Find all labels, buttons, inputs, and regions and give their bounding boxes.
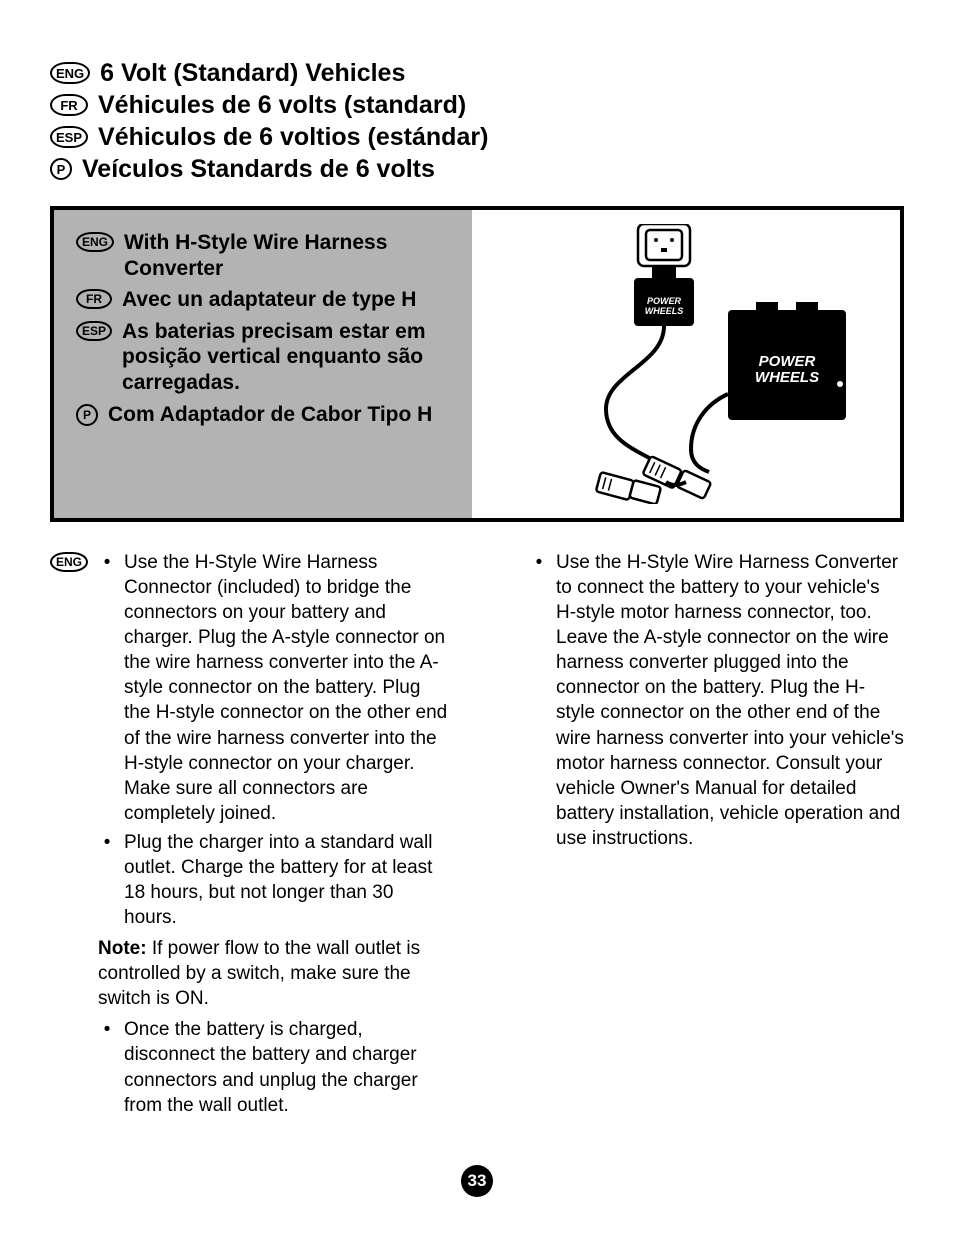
instruction-col-left: ENG • Use the H-Style Wire Harness Conne… [50, 550, 450, 1122]
page-number-badge: 33 [461, 1165, 493, 1197]
lang-badge-p: P [50, 158, 72, 180]
bullet-text: Use the H-Style Wire Harness Converter t… [556, 550, 904, 851]
subtitle-eng: With H-Style Wire Harness Converter [124, 230, 450, 281]
title-p: Veículos Standards de 6 volts [82, 154, 435, 184]
title-block: ENG 6 Volt (Standard) Vehicles FR Véhicu… [50, 58, 904, 184]
title-esp: Véhiculos de 6 voltios (estándar) [98, 122, 488, 152]
lang-badge-p-icon: P [76, 404, 98, 426]
svg-text:POWER: POWER [647, 296, 682, 306]
lang-badge-esp-icon: ESP [76, 321, 112, 341]
svg-text:WHEELS: WHEELS [645, 306, 684, 316]
subtitle-row-p: P Com Adaptador de Cabor Tipo H [76, 402, 450, 428]
lang-badge-eng-icon: ENG [76, 232, 114, 252]
diagram-panel: POWER WHEELS POWER WHEELS [472, 210, 900, 518]
title-eng: 6 Volt (Standard) Vehicles [100, 58, 405, 88]
list-item: • Plug the charger into a standard wall … [98, 830, 450, 930]
bullet-icon: • [98, 1017, 116, 1042]
svg-text:POWER: POWER [759, 353, 816, 370]
title-row-p: P Veículos Standards de 6 volts [50, 154, 904, 184]
bullet-list-eng-col2: • Use the H-Style Wire Harness Converter… [504, 550, 904, 851]
bullet-icon: • [98, 830, 116, 855]
bullet-list-eng-2: • Once the battery is charged, disconnec… [98, 1017, 450, 1117]
lang-badge-fr-icon: FR [76, 289, 112, 309]
bullet-text: Use the H-Style Wire Harness Connector (… [124, 550, 450, 826]
title-fr: Véhicules de 6 volts (standard) [98, 90, 466, 120]
subtitle-row-esp: ESP As baterias precisam estar em posiçã… [76, 319, 450, 396]
charger-diagram-icon: POWER WHEELS POWER WHEELS [496, 224, 876, 504]
subtitle-row-eng: ENG With H-Style Wire Harness Converter [76, 230, 450, 281]
bullet-icon: • [98, 550, 116, 575]
lang-badge-fr: FR [50, 94, 88, 116]
bullet-text: Plug the charger into a standard wall ou… [124, 830, 450, 930]
list-item: • Use the H-Style Wire Harness Converter… [530, 550, 904, 851]
instruction-col-right: • Use the H-Style Wire Harness Converter… [504, 550, 904, 1122]
lang-badge-esp: ESP [50, 126, 88, 148]
note-block: Note: If power flow to the wall outlet i… [98, 936, 450, 1011]
lang-badge-eng-instr-icon: ENG [50, 552, 88, 572]
list-item: • Once the battery is charged, disconnec… [98, 1017, 450, 1117]
title-row-esp: ESP Véhiculos de 6 voltios (estándar) [50, 122, 904, 152]
subtitle-esp: As baterias precisam estar em posição ve… [122, 319, 450, 396]
bullet-text: Once the battery is charged, disconnect … [124, 1017, 450, 1117]
title-row-fr: FR Véhicules de 6 volts (standard) [50, 90, 904, 120]
instr-eng-row: ENG • Use the H-Style Wire Harness Conne… [50, 550, 450, 1122]
page-number: 33 [468, 1171, 487, 1191]
bullet-icon: • [530, 550, 548, 575]
svg-text:WHEELS: WHEELS [755, 369, 819, 386]
subtitle-fr: Avec un adaptateur de type H [122, 287, 416, 313]
bullet-list-eng-1: • Use the H-Style Wire Harness Connector… [98, 550, 450, 930]
subtitle-row-fr: FR Avec un adaptateur de type H [76, 287, 450, 313]
list-item: • Use the H-Style Wire Harness Connector… [98, 550, 450, 826]
title-row-eng: ENG 6 Volt (Standard) Vehicles [50, 58, 904, 88]
note-label: Note: [98, 938, 152, 959]
lang-badge-eng: ENG [50, 62, 90, 84]
instr-eng-body: • Use the H-Style Wire Harness Connector… [98, 550, 450, 1122]
subtitle-p: Com Adaptador de Cabor Tipo H [108, 402, 432, 428]
subtitle-diagram-box: ENG With H-Style Wire Harness Converter … [50, 206, 904, 522]
subtitle-panel: ENG With H-Style Wire Harness Converter … [54, 210, 472, 518]
instruction-columns: ENG • Use the H-Style Wire Harness Conne… [50, 550, 904, 1122]
